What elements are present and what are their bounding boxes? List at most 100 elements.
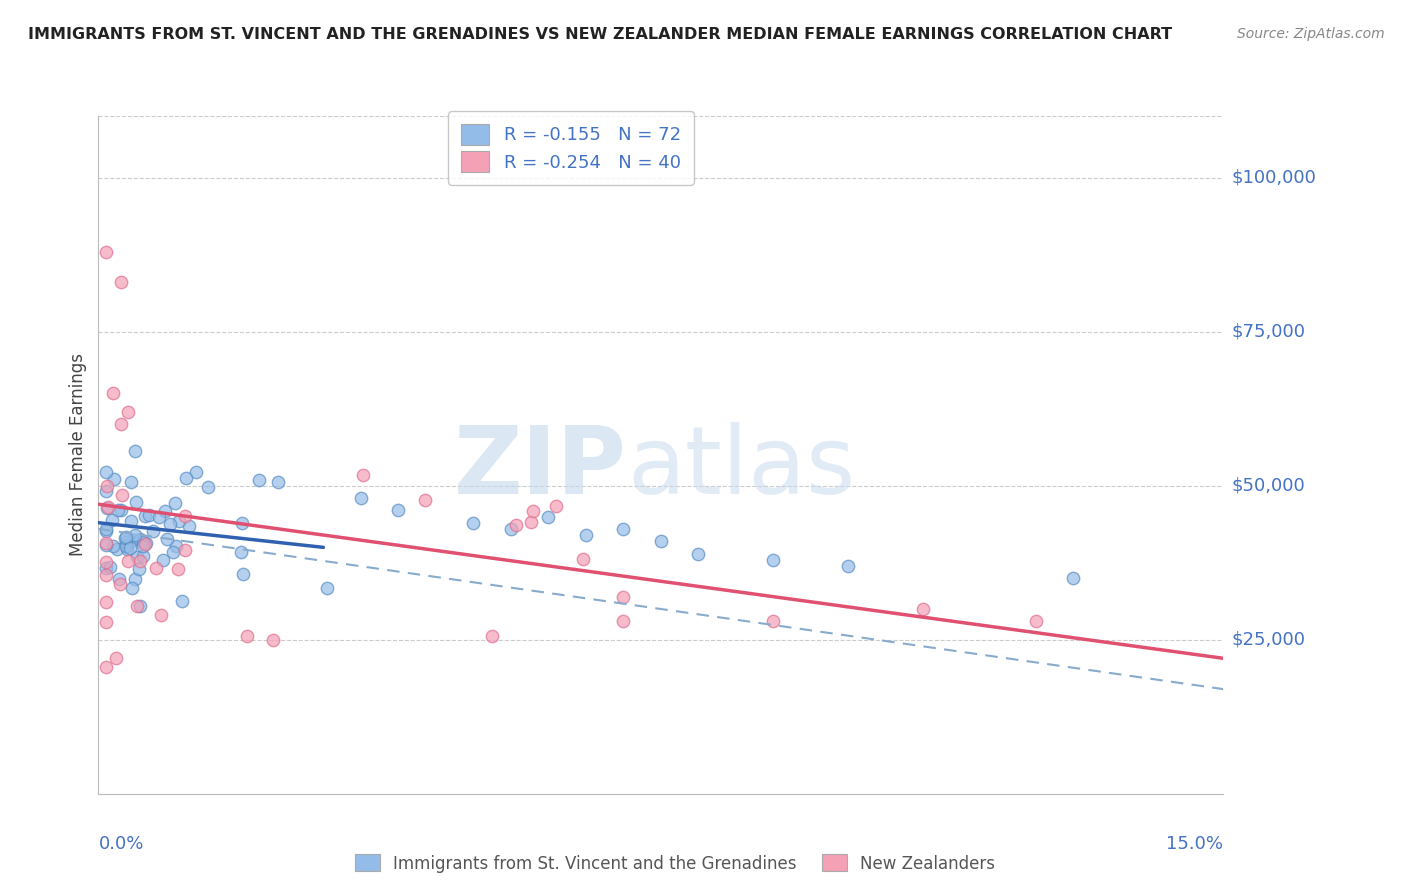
Point [159,516,181,531]
Point [166,562,188,576]
Point [575,528,598,542]
Point [145,561,167,575]
Point [262,632,284,647]
Point [148,510,170,524]
Point [94,615,117,629]
Point [94,660,117,674]
Point [101,539,124,553]
Point [94,244,117,259]
Text: $75,000: $75,000 [1232,323,1306,341]
Point [837,558,859,573]
Point [174,509,197,524]
Point [129,532,152,546]
Point [101,513,124,527]
Point [120,541,142,555]
Point [117,405,139,419]
Point [537,509,560,524]
Point [94,539,117,553]
Point [103,472,125,486]
Point [688,547,710,561]
Point [1062,571,1084,585]
Point [132,539,155,553]
Point [163,496,186,510]
Point [142,524,165,538]
Point [544,499,567,513]
Point [94,483,117,498]
Point [124,444,146,458]
Point [499,522,522,536]
Point [197,480,219,494]
Text: 15.0%: 15.0% [1166,835,1223,853]
Text: 0.0%: 0.0% [98,835,143,853]
Point [912,602,935,616]
Text: $100,000: $100,000 [1232,169,1316,186]
Point [612,615,634,629]
Point [1025,615,1047,629]
Point [184,465,207,479]
Point [612,522,634,536]
Point [107,503,129,517]
Point [117,554,139,568]
Point [352,468,374,483]
Point [522,504,544,518]
Point [124,572,146,586]
Text: $25,000: $25,000 [1232,631,1306,648]
Point [463,516,485,530]
Point [413,493,436,508]
Point [135,536,157,550]
Point [150,607,173,622]
Point [170,594,193,608]
Point [96,479,118,493]
Point [247,473,270,487]
Point [110,276,132,290]
Point [134,509,156,524]
Point [108,576,131,591]
Point [127,599,149,613]
Point [120,475,142,490]
Point [105,541,128,556]
Point [165,540,187,554]
Point [505,518,527,533]
Point [127,549,149,564]
Point [94,595,117,609]
Point [94,555,117,569]
Y-axis label: Median Female Earnings: Median Female Earnings [69,353,87,557]
Point [169,514,191,528]
Point [156,532,179,546]
Point [110,503,132,517]
Point [98,560,121,574]
Point [115,542,138,557]
Point [122,533,145,547]
Point [152,553,174,567]
Point [94,465,117,479]
Point [115,535,138,549]
Point [128,562,150,576]
Point [110,417,132,431]
Point [94,524,117,539]
Point [650,534,672,549]
Point [481,629,503,643]
Point [132,549,155,563]
Point [612,590,634,604]
Point [387,503,409,517]
Point [97,500,120,515]
Point [162,545,184,559]
Point [104,651,127,665]
Point [132,535,155,549]
Point [519,516,541,530]
Point [235,629,257,643]
Point [174,471,197,485]
Point [94,536,117,550]
Text: IMMIGRANTS FROM ST. VINCENT AND THE GRENADINES VS NEW ZEALANDER MEDIAN FEMALE EA: IMMIGRANTS FROM ST. VINCENT AND THE GREN… [28,27,1173,42]
Text: Source: ZipAtlas.com: Source: ZipAtlas.com [1237,27,1385,41]
Point [762,552,785,566]
Point [316,581,339,595]
Point [267,475,290,489]
Point [129,599,152,613]
Text: ZIP: ZIP [454,423,627,515]
Point [103,386,125,401]
Point [571,552,593,566]
Text: $50,000: $50,000 [1232,476,1305,495]
Point [134,536,156,550]
Point [232,566,254,581]
